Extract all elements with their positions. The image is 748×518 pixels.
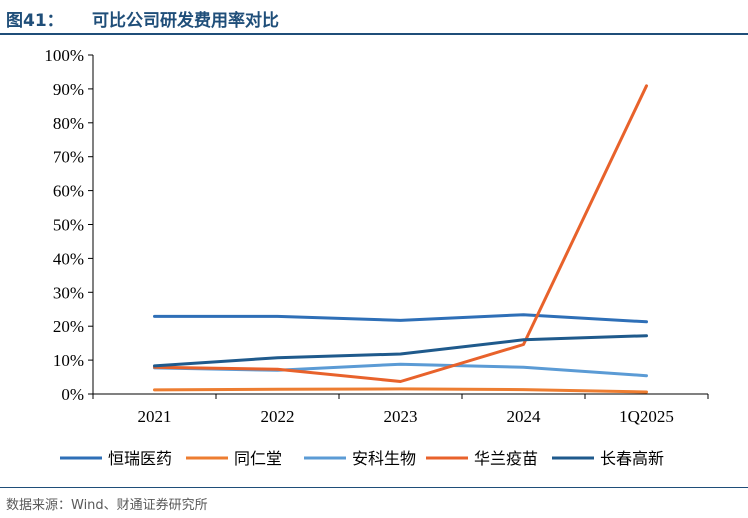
x-tick-label: 2023 bbox=[384, 407, 418, 426]
series-line-5 bbox=[153, 334, 648, 368]
series-line-4 bbox=[153, 84, 648, 383]
series-line-1 bbox=[153, 313, 648, 324]
chart-axes bbox=[88, 54, 709, 399]
legend-item: 华兰疫苗 bbox=[426, 449, 538, 468]
x-tick-label: 2024 bbox=[507, 407, 542, 426]
y-tick-label: 10% bbox=[53, 351, 84, 370]
y-tick-label: 80% bbox=[53, 114, 84, 133]
y-tick-label: 20% bbox=[53, 317, 84, 336]
y-tick-label: 40% bbox=[53, 249, 84, 268]
y-tick-label: 0% bbox=[61, 385, 84, 404]
legend-label: 长春高新 bbox=[600, 449, 664, 468]
legend-label: 安科生物 bbox=[352, 449, 416, 468]
chart-header: 图41： 可比公司研发费用率对比 bbox=[0, 0, 748, 34]
y-tick-label: 70% bbox=[53, 148, 84, 167]
legend-label: 同仁堂 bbox=[234, 449, 282, 468]
y-tick-label: 60% bbox=[53, 182, 84, 201]
footer-divider bbox=[0, 487, 748, 488]
y-tick-label: 100% bbox=[44, 46, 84, 65]
chart-legend: 恒瑞医药 同仁堂 安科生物 华兰疫苗 长春高新 bbox=[60, 449, 664, 468]
chart-tick-labels: 0% 10% 20% 30% 40% 50% 60% 70% 80% 90% 100% 2021 202… bbox=[44, 46, 674, 426]
y-tick-label: 30% bbox=[53, 283, 84, 302]
legend-item: 恒瑞医药 bbox=[60, 449, 172, 468]
y-tick-label: 50% bbox=[53, 216, 84, 235]
x-tick-label: 2021 bbox=[138, 407, 172, 426]
x-tick-label: 2022 bbox=[261, 407, 295, 426]
legend-label: 华兰疫苗 bbox=[474, 449, 538, 468]
y-tick-label: 90% bbox=[53, 80, 84, 99]
legend-item: 同仁堂 bbox=[186, 449, 282, 468]
figure-label: 图41： bbox=[6, 11, 64, 31]
source-note: 数据来源：Wind、财通证券研究所 bbox=[6, 498, 208, 513]
legend-item: 长春高新 bbox=[552, 449, 664, 468]
series-line-2 bbox=[153, 387, 648, 394]
legend-item: 安科生物 bbox=[304, 449, 416, 468]
line-chart: 0% 10% 20% 30% 40% 50% 60% 70% 80% 90% 100% 2021 202… bbox=[44, 46, 709, 468]
chart-series-lines bbox=[153, 84, 648, 394]
chart-title: 可比公司研发费用率对比 bbox=[92, 11, 279, 31]
header-divider bbox=[0, 33, 748, 35]
legend-label: 恒瑞医药 bbox=[108, 449, 172, 468]
x-tick-label: 1Q2025 bbox=[619, 407, 674, 426]
